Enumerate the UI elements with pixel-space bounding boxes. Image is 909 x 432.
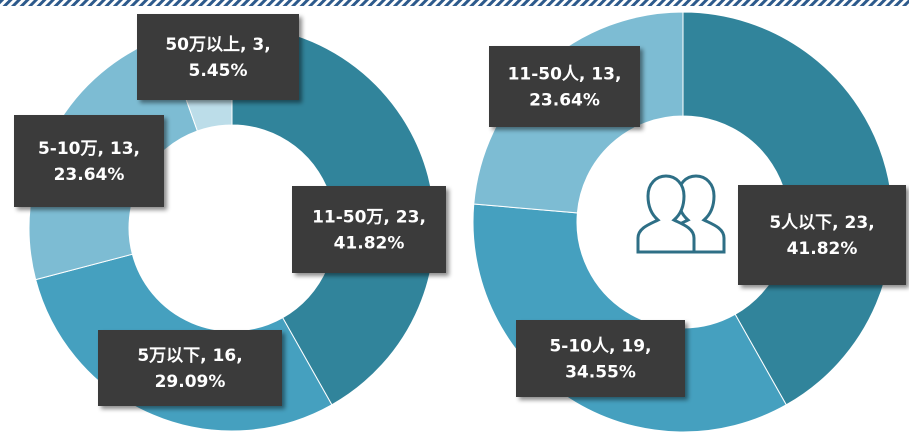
data-label-line: 41.82% (787, 239, 858, 259)
data-label-line: 41.82% (334, 234, 405, 254)
donut-slice (682, 11, 894, 406)
label-box (137, 14, 299, 100)
data-label: 11-50万, 23, 41.82% (312, 208, 426, 254)
label-box (489, 46, 640, 127)
data-label: 5万以下, 16, 29.09% (137, 346, 242, 392)
data-label-line: 5-10万, 13, (38, 139, 140, 159)
data-label-line: 5万以下, 16, (137, 346, 242, 366)
data-label-line: 11-50人, 13, (508, 65, 622, 85)
top-border (0, 0, 909, 6)
label-box (292, 186, 446, 273)
data-label-line: 5.45% (189, 61, 248, 81)
data-label-line: 23.64% (529, 91, 600, 111)
data-label: 5人以下, 23, 41.82% (769, 213, 874, 259)
label-box (98, 330, 282, 406)
data-label: 5-10人, 19, 34.55% (549, 337, 651, 383)
data-label-line: 50万以上, 3, (165, 35, 270, 55)
label-box (738, 185, 906, 285)
label-box (516, 320, 685, 397)
data-label-line: 29.09% (155, 372, 226, 392)
data-label: 50万以上, 3, 5.45% (165, 35, 270, 81)
data-label: 11-50人, 13, 23.64% (508, 65, 622, 111)
data-label-line: 34.55% (565, 363, 636, 383)
data-label: 5-10万, 13, 23.64% (38, 139, 140, 185)
data-label-line: 23.64% (54, 165, 125, 185)
data-label-line: 5-10人, 19, (549, 337, 651, 357)
donut-slice (231, 24, 436, 406)
people-icon (636, 174, 726, 254)
label-box (14, 115, 164, 207)
data-label-line: 11-50万, 23, (312, 208, 426, 228)
data-label-line: 5人以下, 23, (769, 213, 874, 233)
